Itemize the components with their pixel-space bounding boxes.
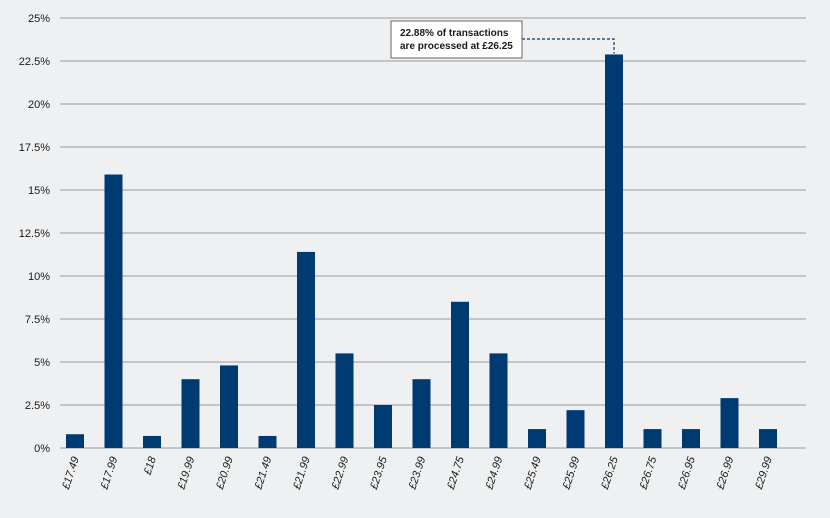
bar bbox=[66, 434, 84, 448]
callout-box bbox=[390, 20, 523, 59]
bar bbox=[297, 251, 315, 448]
bars bbox=[66, 54, 777, 449]
grid-lines bbox=[60, 17, 806, 449]
y-tick-label: 5% bbox=[34, 357, 50, 369]
x-tick-label: £18 bbox=[141, 454, 159, 477]
y-tick-label: 15% bbox=[28, 185, 50, 197]
bar bbox=[528, 429, 546, 448]
bar bbox=[258, 435, 277, 448]
bar bbox=[759, 429, 777, 448]
y-tick-label: 17.5% bbox=[19, 142, 50, 154]
bar bbox=[412, 379, 431, 448]
bar bbox=[335, 353, 354, 448]
y-tick-label: 0% bbox=[34, 443, 50, 455]
bar bbox=[643, 429, 662, 448]
bar bbox=[720, 398, 739, 448]
bar bbox=[104, 174, 123, 448]
y-tick-label: 10% bbox=[28, 271, 50, 283]
bar bbox=[143, 435, 161, 448]
bar bbox=[374, 405, 392, 448]
bar bbox=[451, 301, 469, 448]
bar bbox=[181, 379, 200, 448]
bar bbox=[220, 365, 238, 448]
callout-text-line2: are processed at £26.25 bbox=[400, 41, 513, 52]
y-axis-ticks: 0% 2.5% 5% 7.5% 10% 12.5% 15% 17.5% 20% 22.5% 25% bbox=[19, 13, 50, 455]
y-tick-label: 2.5% bbox=[25, 400, 50, 412]
bar bbox=[682, 429, 700, 448]
bar bbox=[605, 54, 623, 449]
y-tick-label: 22.5% bbox=[19, 56, 50, 68]
y-tick-label: 12.5% bbox=[19, 228, 50, 240]
callout-connector bbox=[522, 38, 615, 54]
annotation-callout: 22.88% of transactions are processed at … bbox=[390, 20, 615, 59]
y-tick-label: 20% bbox=[28, 99, 50, 111]
bar bbox=[489, 353, 508, 448]
callout-text-line1: 22.88% of transactions bbox=[400, 28, 509, 39]
bar bbox=[566, 410, 585, 448]
y-tick-label: 25% bbox=[28, 13, 50, 25]
y-tick-label: 7.5% bbox=[25, 314, 50, 326]
